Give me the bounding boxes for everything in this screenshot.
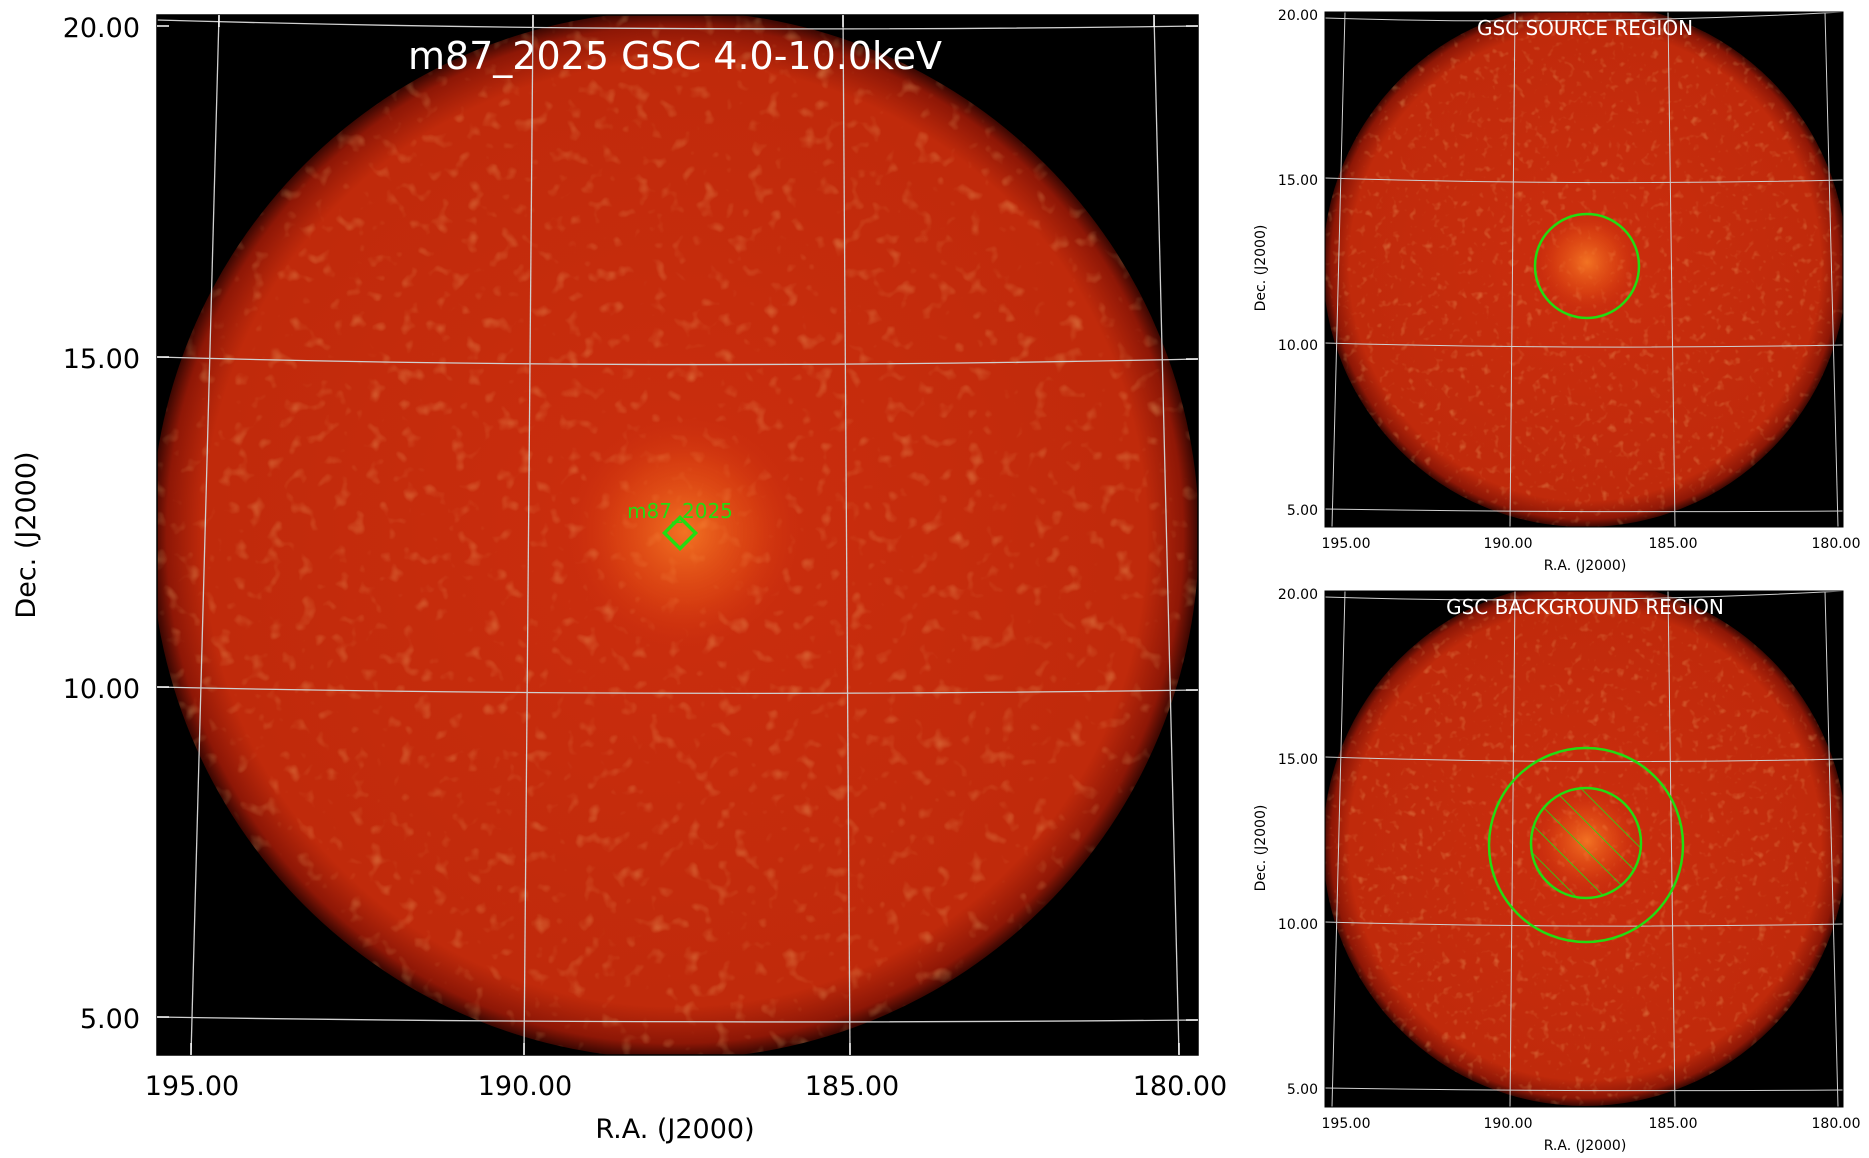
source-position-marker: [661, 514, 699, 552]
source-xtick-label: 195.00: [1322, 536, 1371, 552]
main-ytick-label: 15.00: [63, 344, 140, 375]
main-ytick-label: 10.00: [63, 674, 140, 705]
background-panel-title: GSC BACKGROUND REGION: [1446, 595, 1724, 619]
outer-region-circle: [1487, 746, 1685, 944]
main-xtick-label: 180.00: [1133, 1071, 1227, 1102]
source-region-panel: GSC SOURCE REGION 20.00 15.00 10.00 5.00…: [1253, 8, 1861, 574]
inner-region-circle: [1529, 786, 1643, 900]
main-title: m87_2025 GSC 4.0-10.0keV: [408, 34, 942, 78]
background-xtick-label: 180.00: [1812, 1116, 1861, 1132]
main-tick-marks: [157, 15, 1198, 1055]
source-xlabel: R.A. (J2000): [1544, 558, 1627, 574]
source-xtick-label: 190.00: [1484, 536, 1533, 552]
source-marker-label: m87_2025: [627, 499, 733, 523]
main-coordinate-grid: [157, 15, 1198, 1055]
main-ytick-label: 5.00: [80, 1004, 140, 1035]
main-ytick-label: 20.00: [63, 13, 140, 44]
main-xtick-label: 195.00: [145, 1071, 239, 1102]
main-xtick-label: 185.00: [805, 1071, 899, 1102]
source-region-circle: [1533, 212, 1641, 320]
main-panel: m87_2025 m87_2025 GSC 4.0-10.0keV 20.00 …: [11, 13, 1227, 1145]
source-emission: [1537, 212, 1637, 312]
background-ytick-label: 15.00: [1278, 752, 1318, 768]
main-plot-frame: [156, 14, 1199, 1056]
main-xlabel: R.A. (J2000): [595, 1114, 754, 1145]
source-plot-frame: [1324, 11, 1844, 528]
main-ylabel: Dec. (J2000): [11, 451, 42, 618]
background-xtick-label: 195.00: [1322, 1116, 1371, 1132]
background-ylabel: Dec. (J2000): [1253, 805, 1269, 892]
background-xtick-label: 185.00: [1649, 1116, 1698, 1132]
source-coordinate-grid: [1325, 12, 1843, 527]
source-ytick-label: 15.00: [1278, 173, 1318, 189]
source-ylabel: Dec. (J2000): [1253, 225, 1269, 312]
source-ytick-label: 20.00: [1278, 8, 1318, 24]
background-ytick-label: 10.00: [1278, 917, 1318, 933]
source-xtick-label: 185.00: [1649, 536, 1698, 552]
background-xlabel: R.A. (J2000): [1544, 1138, 1627, 1154]
background-coordinate-grid: [1325, 591, 1843, 1107]
background-ytick-label: 20.00: [1278, 587, 1318, 603]
background-region-panel: GSC BACKGROUND REGION 20.00 15.00 10.00 …: [1253, 587, 1861, 1154]
excluded-source-region: [1531, 788, 1641, 898]
source-ytick-label: 5.00: [1287, 503, 1318, 519]
source-xtick-label: 180.00: [1812, 536, 1861, 552]
background-xtick-label: 190.00: [1484, 1116, 1533, 1132]
background-ytick-label: 5.00: [1287, 1082, 1318, 1098]
main-xtick-label: 190.00: [478, 1071, 572, 1102]
background-plot-frame: [1324, 590, 1844, 1108]
source-ytick-label: 10.00: [1278, 338, 1318, 354]
main-source-emission: [570, 417, 800, 647]
source-panel-title: GSC SOURCE REGION: [1477, 16, 1693, 40]
